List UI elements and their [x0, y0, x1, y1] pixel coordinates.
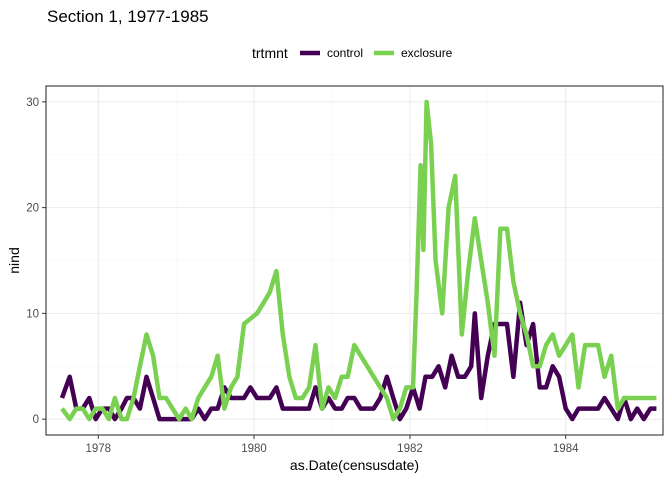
grid	[46, 86, 663, 435]
y-tick-label: 20	[26, 203, 39, 215]
chart-title: Section 1, 1977-1985	[47, 7, 209, 26]
series-line-exclosure	[60, 99, 657, 422]
x-axis-title: as.Date(censusdate)	[290, 457, 419, 473]
legend-label-control: control	[327, 46, 363, 60]
x-tick-label: 1980	[241, 443, 267, 455]
x-tick-label: 1978	[85, 443, 111, 455]
legend: trtmnt control exclosure	[252, 45, 453, 61]
x-axis: 1978 1980 1982 1984	[85, 435, 579, 455]
series-layer	[59, 99, 657, 422]
x-tick-label: 1984	[553, 443, 579, 455]
y-tick-label: 10	[26, 308, 39, 320]
y-axis: 0 10 20 30	[26, 97, 46, 426]
x-tick-label: 1982	[397, 443, 423, 455]
legend-title: trtmnt	[252, 45, 288, 61]
series-line-control	[59, 300, 657, 422]
y-tick-label: 0	[33, 414, 39, 426]
y-axis-title: nind	[6, 247, 22, 273]
legend-label-exclosure: exclosure	[401, 46, 453, 60]
y-tick-label: 30	[26, 97, 39, 109]
panel-border	[45, 85, 664, 436]
